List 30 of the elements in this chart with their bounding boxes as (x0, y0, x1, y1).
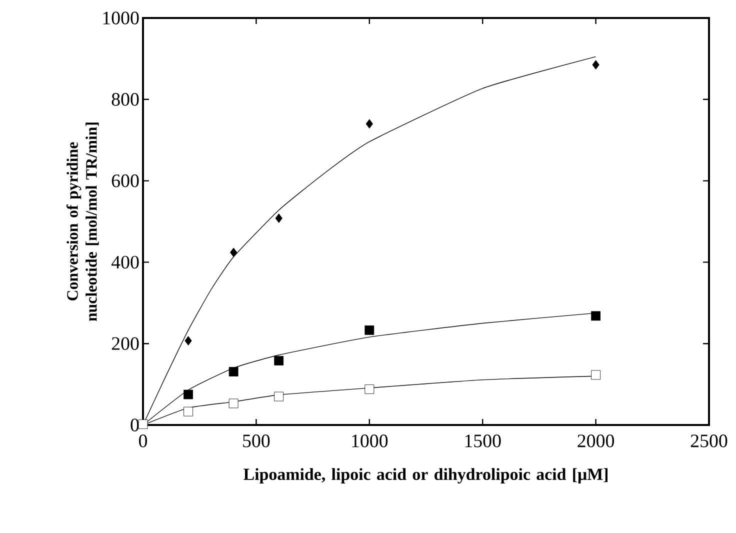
y-tick-label: 0 (130, 418, 139, 432)
x-axis-title: Lipoamide, lipoic acid or dihydrolipoic acid [μM] (244, 468, 608, 484)
x-tick-label: 1500 (465, 434, 501, 448)
x-tick-label: 500 (243, 434, 270, 448)
point (592, 60, 600, 70)
x-tick-label: 1000 (352, 434, 388, 448)
point (591, 311, 601, 321)
point (274, 356, 284, 366)
x-tick-label: 2500 (690, 434, 728, 448)
y-tick-label: 200 (112, 337, 139, 350)
point (228, 398, 238, 408)
y-tick-label: 1000 (103, 12, 139, 24)
y-tick-label: 400 (111, 256, 139, 269)
point (366, 119, 373, 129)
point (364, 384, 374, 394)
point (275, 214, 282, 223)
x-tick-label: 2000 (578, 434, 614, 448)
y-tick-label: 800 (112, 93, 139, 106)
point (184, 336, 192, 346)
point (138, 419, 148, 429)
y-tick-label: 600 (112, 174, 139, 188)
point (274, 392, 284, 402)
y-axis-title: Conversion of pyridine nucleotide [mol/mol TR/min] (66, 122, 99, 322)
point (184, 406, 193, 416)
point (228, 366, 238, 376)
point (230, 248, 238, 258)
x-tick-label: 0 (138, 434, 148, 448)
point (591, 370, 601, 380)
point (184, 390, 193, 400)
point (364, 325, 374, 335)
